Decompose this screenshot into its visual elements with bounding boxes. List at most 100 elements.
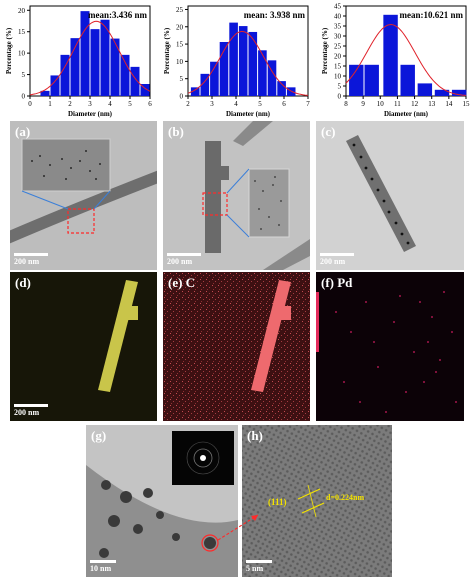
y-tick-label: 15: [18, 28, 26, 36]
y-tick-label: 0: [22, 93, 26, 101]
histogram-bar: [238, 26, 248, 97]
panel-f-map: (f) Pd: [316, 272, 464, 421]
panel-d-label: (d): [15, 275, 31, 290]
x-tick-label: 14: [445, 100, 453, 108]
panel-e-label: (e) C: [168, 275, 196, 290]
panel-b-label: (b): [168, 124, 184, 139]
scale-bar-d: 200 nm: [14, 404, 48, 417]
histogram-1: 0 1 2 3 4 5 6 0 5 10 15 20 Diameter (nm) Percentage (…: [0, 0, 158, 118]
x-tick-label: 6: [282, 100, 286, 108]
histogram-bar: [140, 84, 150, 96]
histogram-bar: [364, 64, 379, 96]
y-tick-label: 25: [334, 43, 342, 51]
gaussian-fit-line: [187, 30, 309, 96]
x-tick-label: 15: [463, 100, 471, 108]
x-tick-label: 0: [28, 100, 32, 108]
histogram-bar: [60, 54, 70, 96]
y-tick-label: 20: [176, 23, 184, 31]
y-tick-label: 10: [176, 58, 184, 66]
eds-map-d: [10, 272, 157, 421]
mean-annotation: mean:3.436 nm: [88, 10, 147, 20]
histogram-bar: [120, 54, 130, 96]
panel-c-tem: (c) 200 nm: [316, 121, 464, 270]
histogram-bar: [383, 14, 398, 96]
panel-c-label: (c): [321, 124, 336, 139]
x-tick-label: 4: [108, 100, 112, 108]
histogram-bar: [229, 22, 238, 96]
x-axis-title: Diameter (nm): [68, 110, 113, 118]
eds-map-e: [163, 272, 310, 421]
histogram-bar: [210, 61, 219, 96]
y-tick-label: 25: [176, 6, 184, 14]
x-tick-label: 2: [186, 100, 190, 108]
histogram-bar: [190, 87, 200, 96]
y-tick-label: 0: [180, 93, 184, 101]
histogram-bar: [50, 75, 60, 96]
histogram-bar: [277, 81, 286, 96]
x-tick-label: 13: [428, 100, 436, 108]
x-tick-label: 4: [234, 100, 238, 108]
histogram-bar: [451, 89, 467, 96]
mean-annotation: mean:10.621 nm: [400, 10, 464, 20]
gaussian-fit-line: [29, 20, 151, 96]
histogram-bar: [200, 73, 210, 96]
x-tick-label: 10: [377, 100, 385, 108]
selection-box-b: [202, 192, 228, 216]
panel-a-tem: (a) 200 nm: [10, 121, 157, 270]
histogram-bar: [258, 50, 267, 96]
panel-b-tem: (b) 200 nm: [163, 121, 310, 270]
highlight-circle-g: [201, 534, 219, 552]
histogram-bar: [130, 66, 140, 96]
y-tick-label: 0: [338, 93, 342, 101]
x-tick-label: 1: [48, 100, 52, 108]
scale-bar-g: 10 nm: [90, 560, 116, 573]
histogram-2: 2 3 4 5 6 7 0 5 10 15 20 25 Diameter (nm) Percentage …: [158, 0, 316, 118]
x-tick-label: 12: [411, 100, 419, 108]
y-tick-label: 10: [334, 73, 342, 81]
panel-a-label: (a): [15, 124, 31, 139]
y-tick-label: 15: [176, 41, 184, 49]
y-tick-label: 5: [180, 75, 184, 83]
plot-frame: [187, 5, 309, 97]
x-tick-label: 7: [306, 100, 310, 108]
d-spacing-label: d=0.224nm: [326, 493, 365, 502]
y-axis-title: Percentage (%): [5, 27, 13, 74]
panel-h-hrtem: (h) (111) d=0.224nm 5 nm: [242, 425, 392, 577]
x-tick-label: 3: [210, 100, 214, 108]
scale-bar-a: 200 nm: [14, 253, 48, 266]
x-axis-title: Diameter (nm): [384, 110, 429, 118]
x-axis-title: Diameter (nm): [226, 110, 271, 118]
scale-bar-c: 200 nm: [320, 253, 354, 266]
histogram-bar: [349, 64, 364, 96]
y-tick-label: 10: [18, 50, 26, 58]
histogram-bar: [100, 19, 110, 96]
x-tick-label: 11: [394, 100, 401, 108]
x-tick-label: 9: [361, 100, 365, 108]
tem-image-c: [316, 121, 464, 270]
selection-box-a: [67, 208, 95, 234]
y-axis-title: Percentage (%): [163, 27, 171, 74]
histogram-bar: [219, 42, 229, 96]
lattice-plane-label: (111): [268, 497, 287, 507]
scale-bar-h: 5 nm: [246, 560, 272, 573]
y-tick-label: 20: [334, 53, 342, 61]
histogram-bar: [248, 31, 258, 96]
histogram-bar: [417, 83, 433, 96]
y-tick-label: 40: [334, 13, 342, 21]
x-tick-label: 3: [88, 100, 92, 108]
panel-e-map: (e) C: [163, 272, 310, 421]
tem-image-a: [10, 121, 157, 270]
scale-bar-b: 200 nm: [167, 253, 201, 266]
hrtem-image-h: [242, 425, 392, 577]
gaussian-fit-line: [345, 23, 467, 96]
hrtem-image-g: [86, 425, 238, 577]
x-tick-label: 8: [344, 100, 348, 108]
histogram-bar: [400, 64, 415, 96]
eds-map-f: [316, 272, 464, 421]
histogram-bar: [110, 38, 120, 96]
histogram-bar: [40, 90, 50, 96]
histogram-bar: [434, 89, 450, 96]
y-tick-label: 45: [334, 3, 342, 11]
y-tick-label: 5: [338, 83, 342, 91]
